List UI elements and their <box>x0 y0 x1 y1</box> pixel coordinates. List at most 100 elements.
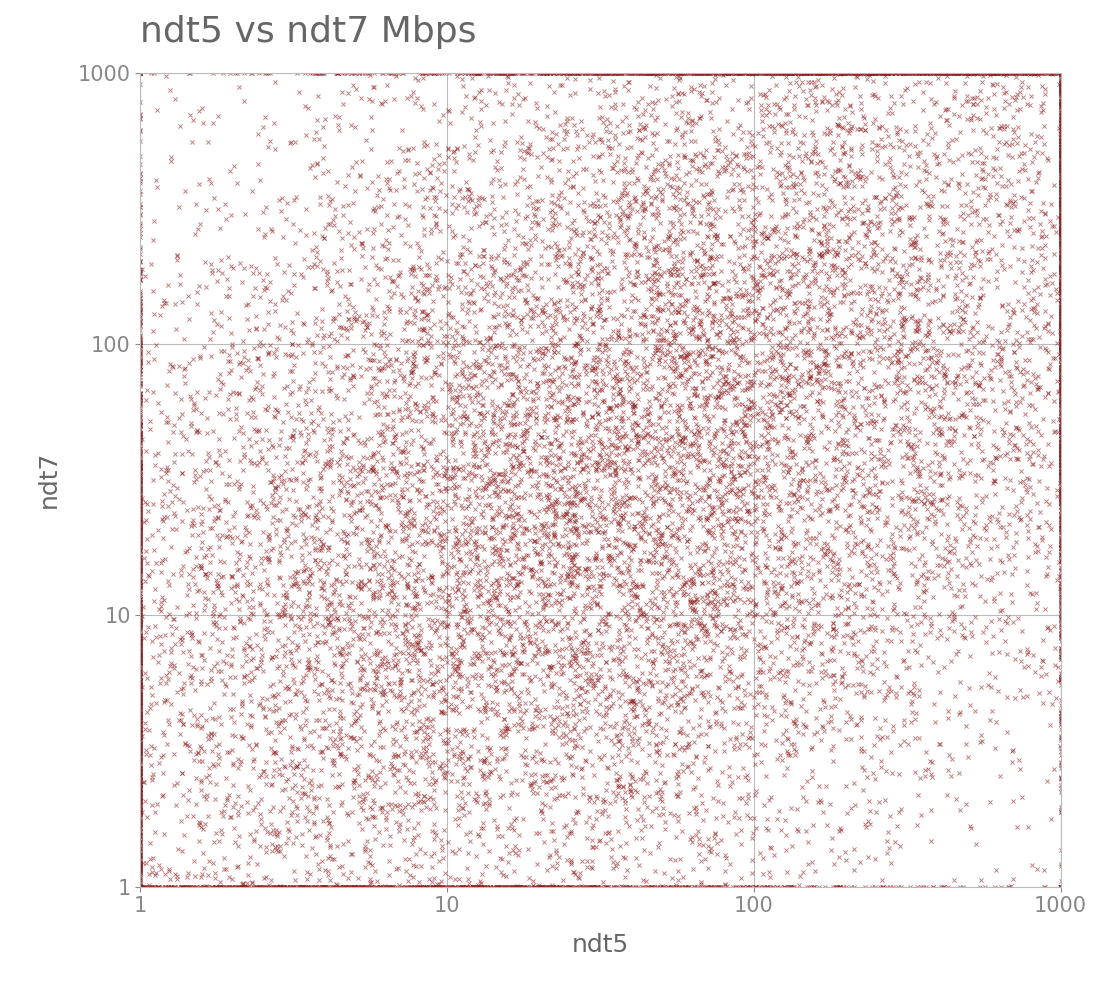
Point <box>1051 183 1069 198</box>
Point <box>619 82 637 98</box>
Point <box>1051 64 1069 80</box>
Point <box>437 618 455 634</box>
Point <box>315 581 333 597</box>
Point <box>874 350 892 366</box>
Point <box>777 842 795 858</box>
Point <box>946 379 963 395</box>
Point <box>570 391 587 407</box>
Point <box>1019 285 1037 301</box>
Point <box>450 751 467 767</box>
Point <box>652 527 670 543</box>
Point <box>433 842 451 858</box>
Point <box>131 725 149 741</box>
Point <box>981 367 998 383</box>
Point <box>699 879 716 895</box>
Point <box>641 845 659 861</box>
Point <box>587 635 605 651</box>
Point <box>417 719 434 735</box>
Point <box>927 500 944 516</box>
Point <box>841 272 858 288</box>
Point <box>131 706 149 722</box>
Point <box>1029 379 1047 395</box>
Point <box>1051 94 1069 110</box>
Point <box>498 565 516 581</box>
Point <box>886 418 904 434</box>
Point <box>746 598 764 614</box>
Point <box>507 810 525 826</box>
Point <box>865 579 883 595</box>
Point <box>710 311 727 327</box>
Point <box>208 274 226 290</box>
Point <box>279 630 296 646</box>
Point <box>793 64 811 80</box>
Point <box>493 64 510 80</box>
Point <box>693 64 711 80</box>
Point <box>644 167 661 183</box>
Point <box>653 551 671 566</box>
Point <box>191 833 208 849</box>
Point <box>414 100 432 116</box>
Point <box>568 264 585 280</box>
Point <box>532 879 550 895</box>
Point <box>851 354 868 370</box>
Point <box>644 879 661 895</box>
Point <box>305 530 323 546</box>
Point <box>576 879 594 895</box>
Point <box>399 615 417 631</box>
Point <box>489 379 507 395</box>
Point <box>437 608 455 624</box>
Point <box>256 709 273 725</box>
Point <box>634 741 651 757</box>
Point <box>719 584 736 600</box>
Point <box>709 835 726 851</box>
Point <box>508 879 526 895</box>
Point <box>490 879 508 895</box>
Point <box>403 355 421 371</box>
Point <box>131 522 149 538</box>
Point <box>925 64 942 80</box>
Point <box>318 610 336 626</box>
Point <box>731 467 748 483</box>
Point <box>424 180 442 195</box>
Point <box>645 720 662 736</box>
Point <box>991 505 1008 521</box>
Point <box>673 578 691 594</box>
Point <box>229 879 247 895</box>
Point <box>205 498 223 514</box>
Point <box>778 558 796 573</box>
Point <box>295 752 313 768</box>
Point <box>965 64 983 80</box>
Point <box>636 789 653 805</box>
Point <box>577 645 595 661</box>
Point <box>997 415 1015 431</box>
Point <box>307 801 325 816</box>
Point <box>241 687 259 703</box>
Point <box>904 567 921 583</box>
Point <box>409 653 426 669</box>
Point <box>712 520 730 536</box>
Point <box>1045 64 1062 80</box>
Point <box>990 644 1007 660</box>
Point <box>455 879 473 895</box>
Point <box>131 589 149 605</box>
Point <box>473 866 490 882</box>
Point <box>746 206 764 222</box>
Point <box>738 321 756 337</box>
Point <box>329 726 347 742</box>
Point <box>131 879 149 895</box>
Point <box>713 494 731 510</box>
Point <box>705 504 723 520</box>
Point <box>603 141 620 157</box>
Point <box>725 271 743 287</box>
Point <box>904 608 921 624</box>
Point <box>834 120 852 136</box>
Point <box>242 500 260 516</box>
Point <box>768 879 786 895</box>
Point <box>1051 136 1069 152</box>
Point <box>788 246 806 262</box>
Point <box>477 448 495 464</box>
Point <box>206 454 224 470</box>
Point <box>558 852 575 868</box>
Point <box>1051 280 1069 296</box>
Point <box>615 156 633 172</box>
